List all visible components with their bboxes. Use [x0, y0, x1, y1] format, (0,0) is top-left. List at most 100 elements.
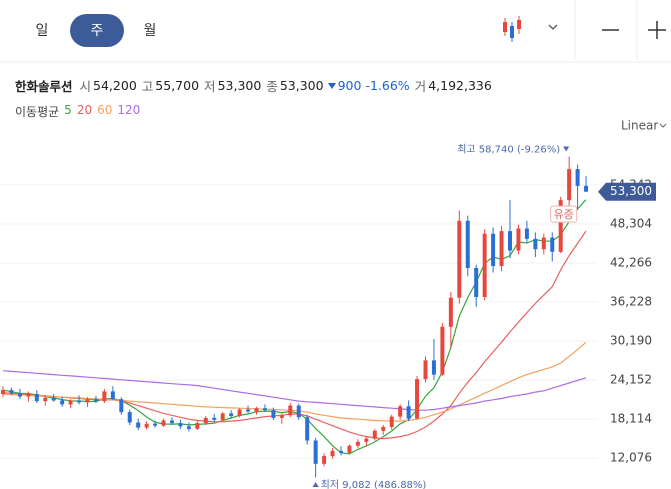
- candle-body: [431, 360, 436, 375]
- candle-body: [508, 231, 512, 251]
- candle-body: [170, 420, 174, 424]
- tab[interactable]: 월: [144, 23, 157, 39]
- event-label: 유증: [554, 208, 574, 221]
- quote-info: 한화솔루션 시 54,200 고 55,700 저 53,300 종 53,300 90…: [15, 76, 492, 95]
- event-box: [550, 205, 578, 223]
- field-value: 54,200: [93, 78, 137, 93]
- candle-body: [288, 405, 293, 416]
- candle-body: [68, 400, 73, 405]
- candle-body: [448, 297, 453, 327]
- candle-body: [85, 399, 90, 403]
- candle-body: [355, 441, 360, 446]
- tab[interactable]: 일: [36, 23, 49, 39]
- candle-body: [119, 399, 124, 413]
- candle-body: [26, 393, 31, 397]
- candle-body: [296, 405, 301, 418]
- candle-body: [322, 456, 327, 464]
- field-label: 고: [141, 79, 154, 94]
- y-tick-label: 42,266: [610, 256, 652, 270]
- candle-body: [550, 237, 555, 252]
- candle-body: [381, 426, 386, 431]
- ma-line: [2, 370, 587, 411]
- candle-body: [524, 228, 529, 239]
- y-tick-label: 18,114: [610, 412, 652, 426]
- price-tag-label: 53,300: [610, 184, 652, 198]
- zoom-in[interactable]: [648, 21, 666, 39]
- ma-label: 이동평균: [15, 105, 60, 119]
- candle-body: [313, 440, 318, 464]
- high-annotation: 최고 58,740 (-9.26%): [457, 144, 560, 156]
- candle-body: [144, 423, 149, 428]
- candle-body: [195, 423, 200, 429]
- candle-body: [584, 185, 589, 192]
- ma-legend-item: 20: [76, 103, 93, 117]
- y-tick-label: 30,190: [610, 334, 652, 348]
- candle-body: [372, 430, 377, 439]
- y-tick-label: 12,076: [610, 451, 652, 465]
- candle-body: [1, 390, 5, 394]
- price-tag: [598, 182, 656, 201]
- candle-body: [246, 409, 251, 412]
- ma-legend: 이동평균 5 20 60 120: [15, 103, 140, 120]
- tab-selected-bg: [70, 14, 124, 47]
- candle-body: [110, 391, 115, 400]
- change: 900: [337, 78, 362, 93]
- field-label: 저: [204, 79, 216, 94]
- candle-body: [178, 423, 183, 427]
- dropdown-chevron[interactable]: [548, 24, 558, 30]
- candle-body: [558, 200, 563, 252]
- scale-mode[interactable]: Linear: [621, 119, 658, 133]
- candle-body: [77, 400, 82, 403]
- candle-body: [254, 408, 259, 412]
- candle-body: [237, 409, 242, 416]
- candle-body: [398, 406, 403, 417]
- candle-body: [389, 416, 394, 427]
- y-tick-label: 36,228: [610, 295, 652, 309]
- candle-body: [279, 415, 284, 418]
- field-value: 53,300: [279, 78, 324, 93]
- field-label: 시: [79, 79, 92, 94]
- candle-body: [212, 417, 217, 420]
- field-value: 55,700: [155, 78, 200, 93]
- candle-body: [305, 417, 310, 441]
- candle-body: [339, 450, 343, 453]
- candle-body: [406, 406, 411, 419]
- candle-body: [136, 422, 141, 428]
- candle-body: [465, 220, 470, 268]
- candle-body: [161, 420, 166, 426]
- change-pct: -1.66%: [365, 78, 410, 93]
- candle-body: [575, 169, 580, 186]
- candle-body: [415, 379, 420, 419]
- candle-body: [127, 412, 132, 423]
- ma-legend-item: 120: [117, 103, 141, 117]
- candle-body: [567, 169, 572, 201]
- ma-line: [2, 230, 587, 440]
- candle-body: [229, 413, 234, 416]
- candle-body: [347, 445, 352, 453]
- candle-body: [93, 399, 98, 402]
- candle-body: [43, 397, 48, 402]
- candle-body: [51, 397, 56, 401]
- candle-body: [203, 417, 208, 424]
- candle-body: [9, 390, 14, 394]
- candle-body: [186, 426, 191, 429]
- scale-chevron[interactable]: [659, 123, 667, 128]
- low-annotation: 최저 9,082 (486.88%): [321, 479, 427, 489]
- high-marker: [563, 146, 570, 152]
- volume: 4,192,336: [428, 78, 492, 93]
- candle-body: [364, 438, 369, 442]
- tab[interactable]: 주: [91, 23, 104, 39]
- chart-type-icon[interactable]: [503, 16, 521, 42]
- y-tick-label: 48,304: [610, 216, 652, 230]
- field-value: 53,300: [217, 78, 262, 93]
- candle-body: [474, 267, 479, 298]
- stock-name: 한화솔루션: [15, 79, 73, 94]
- candle-body: [541, 237, 546, 250]
- field-label: 종: [266, 79, 278, 94]
- candle-body: [60, 400, 65, 405]
- candle-body: [34, 393, 39, 402]
- candle-body: [457, 220, 462, 298]
- low-marker: [312, 482, 319, 487]
